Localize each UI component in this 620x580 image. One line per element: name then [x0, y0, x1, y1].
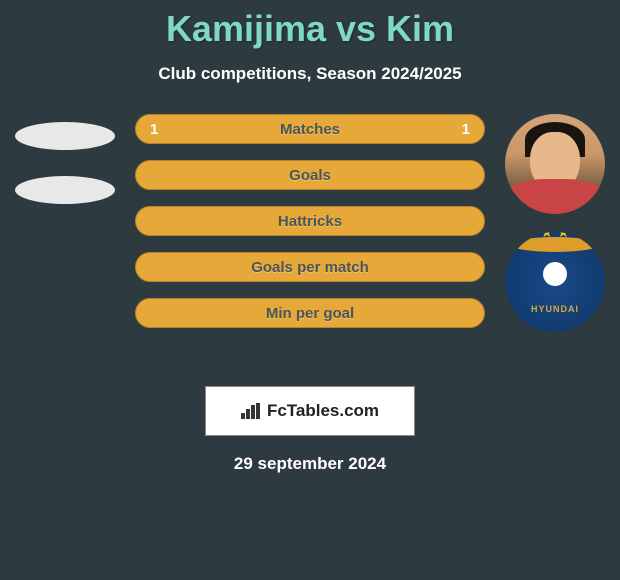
brand-badge[interactable]: FcTables.com	[205, 386, 415, 436]
bar-label: Matches	[280, 121, 340, 138]
bar-label: Min per goal	[266, 305, 354, 322]
bar-label: Hattricks	[278, 213, 342, 230]
left-player-column	[10, 114, 120, 204]
page-title: Kamijima vs Kim	[0, 0, 620, 50]
player-placeholder-2	[15, 176, 115, 204]
player-placeholder-1	[15, 122, 115, 150]
bar-hattricks: Hattricks	[135, 206, 485, 236]
bar-right-value: 1	[462, 121, 470, 138]
bar-min-per-goal: Min per goal	[135, 298, 485, 328]
bar-label: Goals per match	[251, 259, 369, 276]
stars-icon: ★ ★	[541, 232, 570, 241]
bar-goals-per-match: Goals per match	[135, 252, 485, 282]
chart-icon	[241, 403, 261, 419]
right-player-column: ★ ★ HYUNDAI	[500, 114, 610, 332]
comparison-area: ★ ★ HYUNDAI 1 Matches 1 Goals Hattricks …	[0, 114, 620, 374]
date-text: 29 september 2024	[0, 454, 620, 474]
brand-text: FcTables.com	[267, 401, 379, 421]
stats-bars: 1 Matches 1 Goals Hattricks Goals per ma…	[135, 114, 485, 344]
ball-icon	[543, 262, 567, 286]
player-avatar	[505, 114, 605, 214]
subtitle: Club competitions, Season 2024/2025	[0, 64, 620, 84]
bar-label: Goals	[289, 167, 331, 184]
club-badge-text: HYUNDAI	[531, 304, 579, 314]
bar-matches: 1 Matches 1	[135, 114, 485, 144]
club-badge: ★ ★ HYUNDAI	[505, 232, 605, 332]
bar-left-value: 1	[150, 121, 158, 138]
bar-goals: Goals	[135, 160, 485, 190]
